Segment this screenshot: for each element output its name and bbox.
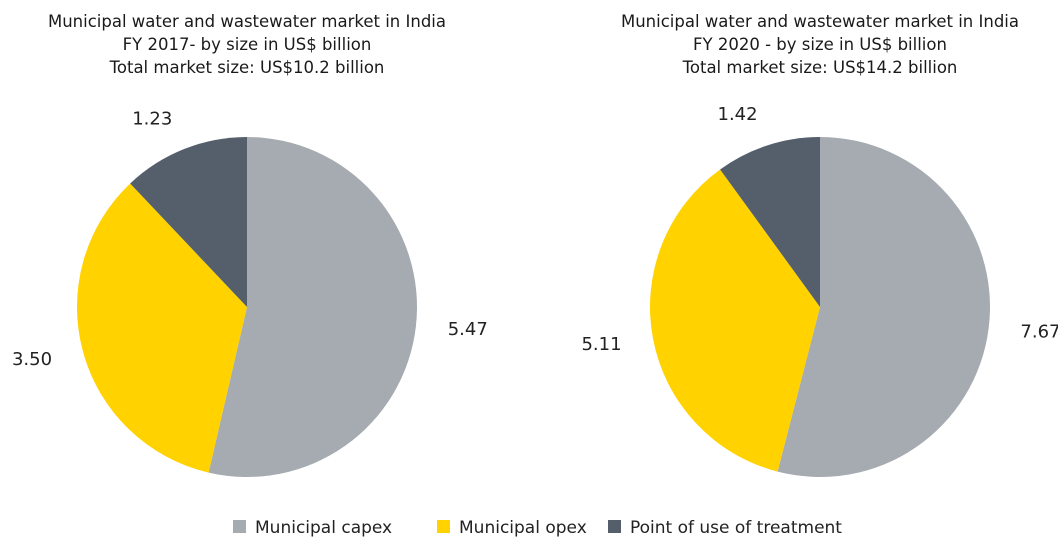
pie-slice <box>76 183 248 473</box>
chart-title: Municipal water and wastewater market in… <box>37 10 457 79</box>
pie-slice <box>130 137 247 307</box>
legend-label: Municipal opex <box>459 518 587 538</box>
data-label: 5.11 <box>581 334 621 355</box>
subtitle: Total market size: US$10.2 billion <box>109 58 385 77</box>
legend-swatch <box>437 520 450 533</box>
legend-swatch <box>608 520 621 533</box>
data-label: 3.50 <box>12 349 52 370</box>
pie-slice <box>649 169 820 472</box>
title: Municipal water and wastewater market in… <box>620 12 1019 54</box>
pie-slice <box>777 137 990 477</box>
data-label: 7.67 <box>1020 321 1058 342</box>
legend-swatch <box>233 520 246 533</box>
legend-label: Municipal capex <box>255 518 392 538</box>
chart-title: Municipal water and wastewater market in… <box>610 10 1030 79</box>
legend-label: Point of use of treatment <box>630 518 842 538</box>
subtitle: Total market size: US$14.2 billion <box>682 58 958 77</box>
pie-slice <box>720 137 820 307</box>
title: Municipal water and wastewater market in… <box>47 12 446 54</box>
data-label: 5.47 <box>448 319 488 340</box>
data-label: 1.42 <box>718 104 758 125</box>
data-label: 1.23 <box>132 108 172 129</box>
pie-slice <box>208 137 417 477</box>
